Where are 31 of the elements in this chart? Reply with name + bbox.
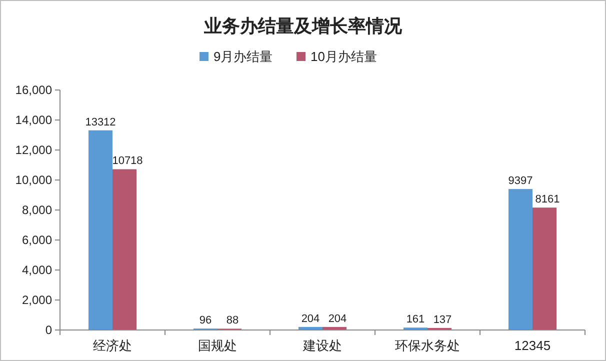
data-label: 96 (199, 314, 212, 327)
data-label: 10718 (112, 155, 143, 168)
data-label: 204 (328, 312, 347, 325)
data-label: 137 (433, 314, 452, 326)
bar (508, 189, 532, 330)
data-label: 204 (301, 312, 320, 325)
legend-label: 10月办结量 (310, 49, 377, 64)
data-label: 161 (406, 314, 425, 326)
y-tick-label: 10,000 (15, 173, 52, 187)
data-label: 13312 (85, 116, 116, 128)
y-tick-label: 2,000 (22, 293, 52, 307)
y-tick-label: 12,000 (15, 143, 52, 157)
y-tick-label: 16,000 (15, 83, 52, 97)
x-tick-label: 环保水务处 (395, 338, 460, 353)
y-tick-label: 0 (45, 323, 52, 337)
bar (88, 130, 112, 330)
legend-label: 9月办结量 (214, 49, 273, 64)
y-tick-label: 8,000 (22, 203, 52, 217)
bar (532, 208, 556, 330)
x-tick-label: 经济处 (93, 338, 132, 353)
x-tick-label: 国规处 (198, 338, 237, 353)
bar (112, 169, 136, 330)
y-tick-label: 14,000 (15, 113, 52, 127)
x-tick-label: 建设处 (302, 338, 342, 353)
chart-title: 业务办结量及增长率情况 (203, 16, 403, 36)
x-tick-label: 12345 (514, 338, 551, 353)
data-label: 8161 (535, 194, 560, 206)
y-tick-label: 6,000 (22, 233, 52, 247)
data-label: 9397 (508, 175, 533, 188)
data-label: 88 (226, 314, 239, 327)
y-tick-label: 4,000 (22, 263, 52, 277)
